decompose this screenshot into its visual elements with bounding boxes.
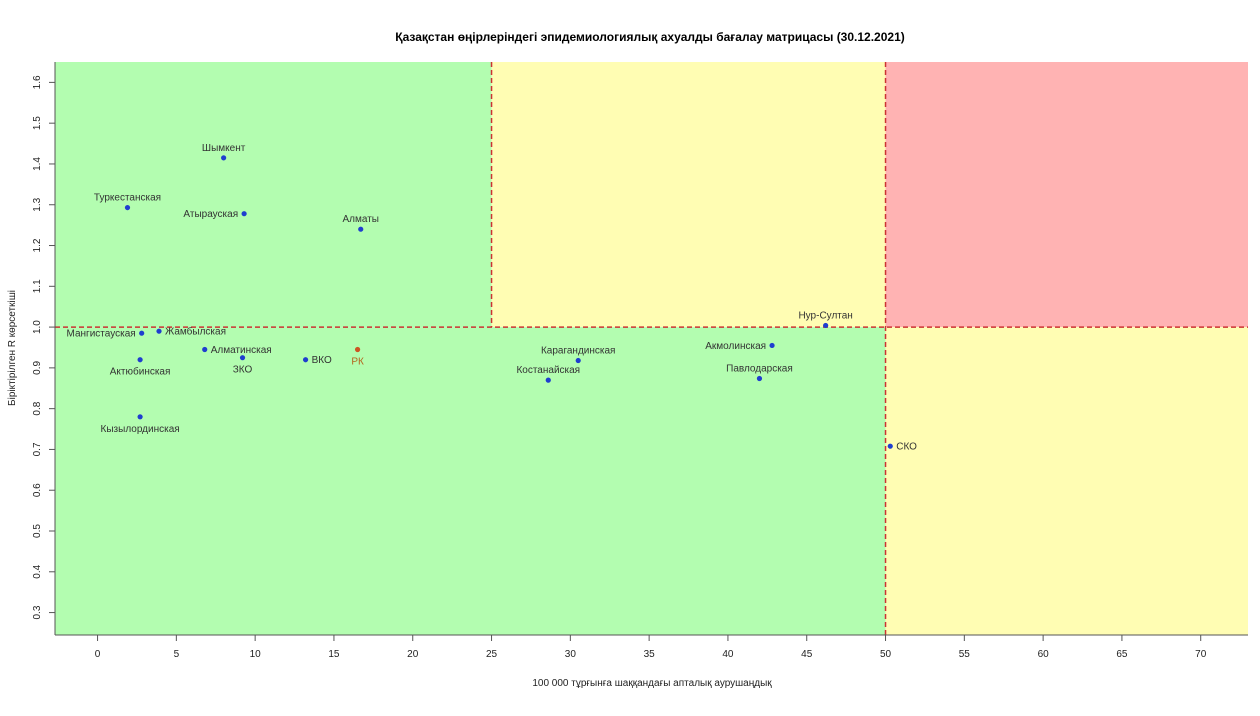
- y-axis-ticks: 0.3 0.4 0.5 0.6 0.7 0.8 0.9 1.0 1.1 1.2 1.3 1.4 1.5 1…: [32, 75, 55, 620]
- point-label: Костанайская: [516, 365, 580, 376]
- point-marker: [769, 342, 775, 349]
- point-label: Жамбылская: [165, 326, 226, 338]
- y-axis-label: Біріктірілген R көрсеткіші: [7, 290, 18, 406]
- x-tick-label: 50: [880, 649, 892, 660]
- y-tick-label: 1.1: [32, 279, 43, 293]
- y-tick-label: 0.4: [32, 564, 43, 578]
- point-marker: [139, 330, 145, 336]
- point-marker: [823, 322, 829, 329]
- point-label: Атырауская: [183, 209, 238, 220]
- x-tick-label: 45: [801, 649, 813, 660]
- point-marker: [202, 346, 208, 353]
- chart-title: Қазақстан өңірлеріндегі эпидемиологиялық…: [395, 30, 905, 44]
- x-tick-label: 55: [959, 649, 971, 660]
- point-marker: [354, 346, 361, 353]
- x-tick-label: 5: [174, 649, 180, 660]
- threshold-lines: [55, 62, 1248, 635]
- point-marker: [575, 357, 581, 364]
- point-marker: [239, 355, 246, 361]
- point-marker: [241, 211, 247, 217]
- point-marker: [137, 414, 143, 420]
- y-tick-label: 1.5: [32, 116, 43, 130]
- point-label: Мангистауская: [67, 329, 136, 340]
- y-tick-label: 0.6: [32, 483, 43, 497]
- point-label: Карагандинская: [541, 346, 616, 357]
- point-marker: [221, 155, 227, 161]
- x-tick-label: 60: [1038, 649, 1050, 660]
- point-marker: [124, 204, 131, 211]
- point-label: ЗКО: [233, 365, 253, 376]
- y-tick-label: 0.8: [32, 401, 43, 415]
- point-marker: [545, 377, 551, 383]
- x-axis-label: 100 000 тұрғынға шаққандағы апталық ауру…: [532, 678, 772, 689]
- zone-2: [885, 62, 1248, 328]
- y-tick-label: 1.3: [32, 197, 43, 211]
- x-tick-label: 25: [486, 649, 498, 660]
- point-label: Павлодарская: [726, 363, 793, 374]
- x-tick-label: 20: [407, 649, 419, 660]
- point-label: ВКО: [312, 355, 332, 366]
- x-axis-ticks: 0 5 10 15 20 25 30 35 40 45 50 55 60 65 70: [95, 635, 1207, 660]
- x-tick-label: 35: [644, 649, 656, 660]
- y-tick-label: 0.5: [32, 524, 43, 538]
- point-label: Актюбинская: [110, 366, 171, 378]
- y-tick-label: 0.3: [32, 605, 43, 619]
- point-label: Акмолинская: [705, 341, 766, 352]
- point-label: Кызылординская: [101, 424, 180, 435]
- x-tick-label: 15: [328, 649, 340, 660]
- zone-0: [55, 62, 492, 328]
- x-tick-label: 65: [1116, 649, 1128, 660]
- point-marker: [887, 443, 893, 449]
- point-label: Туркестанская: [94, 193, 161, 204]
- y-tick-label: 0.9: [32, 360, 43, 374]
- x-tick-label: 70: [1195, 649, 1207, 660]
- point-label: Алматы: [342, 214, 379, 225]
- y-tick-label: 0.7: [32, 442, 43, 456]
- zone-1: [491, 62, 886, 328]
- point-label: Алматинская: [211, 345, 272, 356]
- point-label: Шымкент: [202, 143, 246, 154]
- zone-4: [885, 327, 1248, 635]
- point-marker: [302, 357, 309, 363]
- x-tick-label: 30: [565, 649, 577, 660]
- point-marker: [156, 328, 162, 334]
- y-tick-label: 1.0: [32, 320, 43, 334]
- point-marker: [137, 357, 143, 363]
- x-tick-label: 40: [722, 649, 734, 660]
- point-marker: [756, 375, 763, 382]
- y-tick-label: 1.6: [32, 75, 43, 89]
- zone-3: [55, 327, 886, 635]
- point-marker: [358, 226, 364, 232]
- point-label: Нур-Султан: [798, 310, 852, 321]
- y-tick-label: 1.4: [32, 157, 43, 171]
- risk-zones: [55, 62, 1248, 635]
- x-tick-label: 10: [250, 649, 262, 660]
- data-points: Шымкент Туркестанская Атырауская Алматы Нур-…: [67, 143, 918, 453]
- point-label: РК: [351, 357, 364, 368]
- point-label: СКО: [896, 442, 917, 453]
- x-tick-label: 0: [95, 649, 101, 660]
- y-tick-label: 1.2: [32, 238, 43, 252]
